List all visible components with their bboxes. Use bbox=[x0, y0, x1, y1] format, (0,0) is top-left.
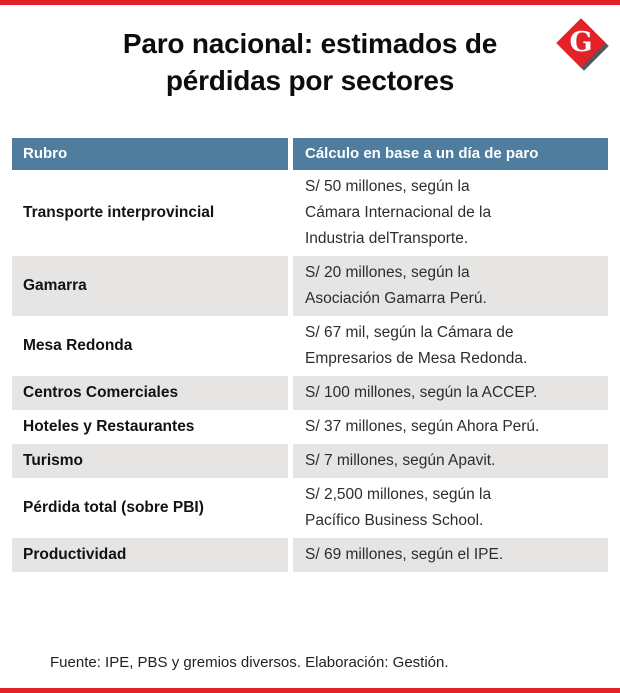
table-body: Transporte interprovincial S/ 50 millone… bbox=[12, 169, 608, 573]
column-header-rubro: Rubro bbox=[12, 137, 288, 170]
table-row: Turismo S/ 7 millones, según Apavit. bbox=[12, 444, 608, 479]
loss-estimate: S/ 2,500 millones, según la Pacífico Bus… bbox=[305, 486, 492, 530]
table-row: Pérdida total (sobre PBI) S/ 2,500 millo… bbox=[12, 478, 608, 539]
sector-name: Transporte interprovincial bbox=[23, 203, 215, 221]
table-row: Transporte interprovincial S/ 50 millone… bbox=[12, 169, 608, 256]
sector-name: Productividad bbox=[12, 538, 288, 573]
sector-name: Turismo bbox=[12, 444, 288, 479]
header-area: Paro nacional: estimados de pérdidas por… bbox=[0, 0, 620, 100]
page-title-line1: Paro nacional: estimados de bbox=[122, 28, 498, 59]
loss-estimate: S/ 20 millones, según la Asociación Gama… bbox=[293, 256, 608, 317]
table-row: Hoteles y Restaurantes S/ 37 millones, s… bbox=[12, 410, 608, 445]
gestion-logo: G bbox=[554, 16, 609, 71]
sector-name: Mesa Redonda bbox=[23, 337, 133, 355]
table-row: Mesa Redonda S/ 67 mil, según la Cámara … bbox=[12, 316, 608, 377]
loss-estimate: S/ 37 millones, según Ahora Perú. bbox=[305, 418, 540, 436]
logo-letter: G bbox=[569, 26, 593, 58]
table-row: Gamarra S/ 20 millones, según la Asociac… bbox=[12, 256, 608, 317]
table-row: Productividad S/ 69 millones, según el I… bbox=[12, 538, 608, 573]
sector-name: Centros Comerciales bbox=[12, 376, 288, 411]
sector-name: Hoteles y Restaurantes bbox=[23, 418, 195, 436]
page-title-line2: pérdidas por sectores bbox=[165, 64, 455, 96]
source-note: Fuente: IPE, PBS y gremios diversos. Ela… bbox=[50, 654, 449, 671]
bottom-red-bar bbox=[0, 688, 620, 693]
top-red-bar bbox=[0, 0, 620, 5]
loss-estimate: S/ 7 millones, según Apavit. bbox=[293, 444, 608, 479]
loss-estimate: S/ 100 millones, según la ACCEP. bbox=[293, 376, 608, 411]
sector-name: Gamarra bbox=[12, 256, 288, 317]
loss-estimate: S/ 50 millones, según la Cámara Internac… bbox=[305, 177, 492, 247]
column-header-calculo: Cálculo en base a un día de paro bbox=[293, 137, 608, 170]
table-header-row: Rubro Cálculo en base a un día de paro bbox=[12, 137, 608, 170]
table-row: Centros Comerciales S/ 100 millones, seg… bbox=[12, 376, 608, 411]
page-title: Paro nacional: estimados de pérdidas por… bbox=[0, 26, 620, 100]
loss-estimate: S/ 67 mil, según la Cámara de Empresario… bbox=[305, 324, 528, 368]
losses-table: Rubro Cálculo en base a un día de paro T… bbox=[12, 137, 608, 573]
sector-name: Pérdida total (sobre PBI) bbox=[23, 499, 204, 517]
loss-estimate: S/ 69 millones, según el IPE. bbox=[293, 538, 608, 573]
